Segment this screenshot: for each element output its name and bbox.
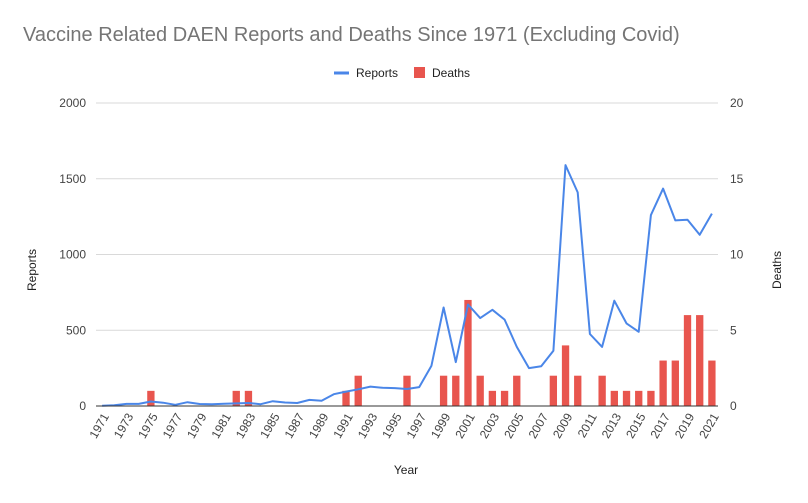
legend-deaths-label: Deaths (432, 66, 470, 80)
x-tick-label: 1975 (135, 410, 161, 440)
x-tick-label: 2001 (452, 410, 478, 440)
x-tick-label: 2005 (501, 410, 527, 440)
x-tick-label: 1971 (86, 410, 112, 440)
chart-title: Vaccine Related DAEN Reports and Deaths … (23, 24, 680, 46)
deaths-bar (561, 345, 570, 406)
x-tick-label: 1993 (355, 410, 381, 440)
x-tick-label: 2021 (696, 410, 722, 440)
deaths-bar (452, 375, 460, 406)
x-tick-label: 2015 (623, 410, 649, 440)
y-right-tick-label: 15 (730, 172, 744, 186)
y-right-tick-label: 0 (730, 399, 737, 413)
deaths-bar (439, 375, 448, 406)
x-tick-label: 1983 (233, 410, 259, 440)
x-tick-label: 1977 (160, 410, 186, 440)
deaths-bar (513, 375, 521, 406)
deaths-bar (610, 390, 618, 406)
y-right-tick-label: 5 (730, 323, 737, 337)
x-tick-label: 1973 (111, 410, 137, 440)
y-left-tick-label: 0 (79, 399, 86, 413)
x-tick-label: 2007 (526, 410, 552, 440)
x-axis-title: Year (394, 463, 418, 477)
deaths-bar (464, 299, 472, 406)
y-left-tick-label: 2000 (59, 96, 86, 110)
reports-line (102, 164, 713, 407)
deaths-bars (147, 299, 716, 406)
x-tick-label: 1981 (208, 410, 234, 440)
x-tick-label: 2009 (550, 410, 576, 440)
deaths-bar (500, 390, 509, 406)
deaths-bar (598, 375, 606, 406)
y-left-tick-label: 1500 (59, 172, 86, 186)
x-tick-label: 2019 (672, 410, 698, 440)
deaths-bar (488, 390, 497, 406)
deaths-bar (403, 375, 411, 406)
x-tick-label: 1979 (184, 410, 210, 440)
legend-reports-label: Reports (356, 66, 398, 80)
legend: Reports Deaths (334, 66, 470, 80)
y-left-tick-label: 1000 (59, 248, 86, 262)
deaths-bar (232, 390, 240, 406)
y-right-tick-label: 10 (730, 248, 744, 262)
gridlines (96, 102, 718, 331)
y-axis-left-title: Reports (25, 249, 39, 291)
deaths-bar (354, 375, 362, 406)
x-tick-label: 1987 (282, 410, 308, 440)
deaths-bar (342, 390, 350, 406)
deaths-bar (622, 390, 631, 406)
x-tick-label: 1999 (428, 410, 454, 440)
x-tick-label: 2013 (599, 410, 625, 440)
reports-line-layer (102, 164, 713, 407)
x-tick-label: 2011 (575, 410, 600, 440)
y-right-tick-label: 20 (730, 96, 744, 110)
deaths-bar (244, 390, 253, 406)
legend-deaths-swatch (414, 67, 425, 78)
x-tick-label: 1997 (404, 410, 430, 440)
deaths-bar (671, 360, 679, 406)
deaths-bar (708, 360, 716, 406)
deaths-bar (147, 390, 155, 406)
deaths-bar (696, 315, 704, 406)
x-tick-label: 1985 (257, 410, 283, 440)
deaths-bar (683, 315, 692, 406)
x-tick-label: 2017 (648, 410, 674, 440)
deaths-bar (647, 390, 655, 406)
deaths-bar (635, 390, 643, 406)
x-tick-label: 2003 (477, 410, 503, 440)
deaths-bar (659, 360, 667, 406)
deaths-bar (574, 375, 582, 406)
deaths-bar (476, 375, 484, 406)
y-left-tick-label: 500 (66, 323, 86, 337)
x-tick-label: 1995 (379, 410, 405, 440)
x-tick-label: 1991 (330, 410, 356, 440)
x-tick-label: 1989 (306, 410, 332, 440)
deaths-bar (549, 375, 558, 406)
y-axis-right-title: Deaths (770, 251, 784, 289)
